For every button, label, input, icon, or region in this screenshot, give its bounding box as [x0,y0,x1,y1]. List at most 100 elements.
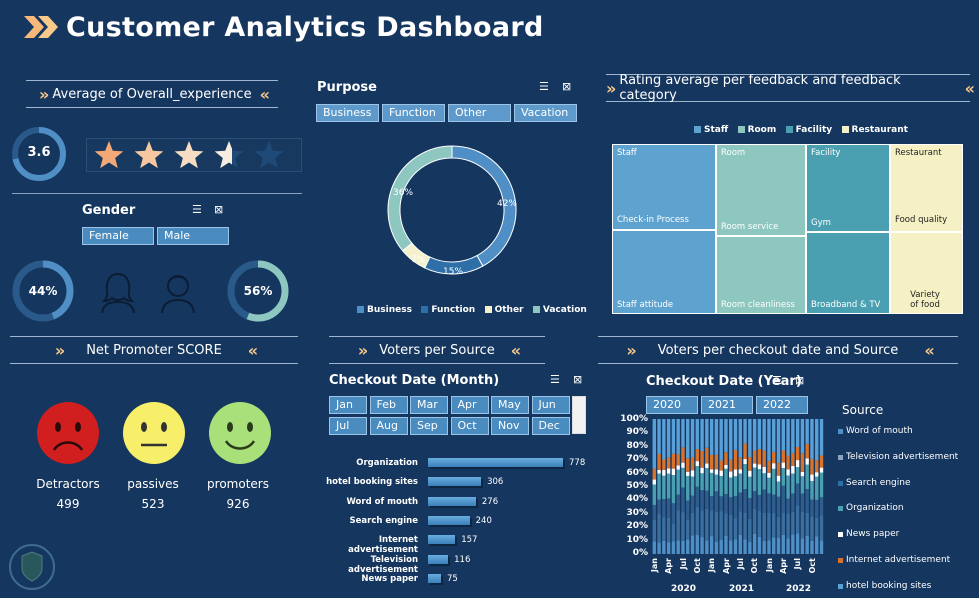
multi-select-icon[interactable]: ☰ [550,373,560,386]
rating-banner-label: Average of Overall_experience [52,86,252,102]
stacked-segment [652,519,656,542]
stacked-segment [767,493,771,513]
source-bar-label: hotel booking sites [326,477,418,488]
stacked-segment [666,419,671,458]
month-button-jun[interactable]: Jun [531,396,570,414]
gender-male-button[interactable]: Male [157,227,229,245]
stacked-segment [705,468,709,491]
source-legend-item: Search engine [846,477,911,488]
stacked-segment [676,540,680,554]
month-button-mar[interactable]: Mar [410,396,448,414]
stacked-segment [686,458,690,472]
treemap-staff-label: Staff [617,148,637,158]
stacked-percent-chart [652,419,824,558]
treemap-food-quality-label: Food quality [895,215,948,225]
stacked-segment [815,517,819,537]
stacked-segment [695,419,699,450]
source-bar-label: Organization [356,458,418,468]
stacked-segment [686,471,690,476]
clear-filter-icon[interactable]: ⊠ [573,373,583,386]
voters-source-banner-label: Voters per Source [379,342,495,358]
stacked-segment [752,533,757,554]
stacked-segment [662,419,666,460]
purpose-vacation-button[interactable]: Vacation [514,104,577,122]
treemap-broadband: Broadband & TV [806,232,890,314]
month-button-nov[interactable]: Nov [491,417,529,435]
stacked-segment [686,475,690,501]
stacked-segment [719,419,723,461]
stacked-segment [686,500,690,520]
month-button-may[interactable]: May [491,396,529,414]
female-user-icon [98,270,138,318]
stacked-segment [662,499,666,518]
purpose-other-button[interactable]: Other [448,104,511,122]
x-month-label: Apr [721,558,731,574]
stacked-segment [714,454,719,470]
star-icon [254,141,284,169]
treemap-restaurant-label: Restaurant [895,148,942,158]
stacked-segment [729,540,733,554]
gender-title: Gender [82,203,136,218]
month-button-oct[interactable]: Oct [450,417,489,435]
year-2022-button[interactable]: 2022 [756,396,808,414]
chevron-left-icon: « [510,340,522,360]
treemap-broadband-label: Broadband & TV [811,300,881,310]
source-legend-item: Organization [846,503,904,514]
stacked-segment [729,497,733,515]
stacked-segment [662,475,666,499]
month-button-aug[interactable]: Aug [369,417,408,435]
x-month-label: Apr [778,558,788,574]
stacked-segment [676,419,680,455]
chevron-left-icon: « [964,78,976,98]
stacked-segment [681,512,685,541]
source-legend-item: Word of mouth [846,426,913,436]
multi-select-icon[interactable]: ☰ [772,374,782,387]
passives-value: 523 [141,497,165,511]
rating-donut [10,125,68,187]
stacked-segment [752,419,757,451]
stacked-segment [719,496,723,512]
stacked-segment [767,540,771,554]
multi-select-icon[interactable]: ☰ [192,203,202,216]
source-bar-label: Word of mouth [346,496,418,507]
stacked-segment [700,419,704,452]
clear-filter-icon[interactable]: ⊠ [562,80,572,93]
month-button-sep[interactable]: Sep [410,417,448,435]
multi-select-icon[interactable]: ☰ [539,80,549,93]
x-month-label: Oct [692,558,702,574]
y-tick-label: 80% [626,440,648,451]
clear-filter-icon[interactable]: ⊠ [795,374,805,387]
stacked-segment [757,536,762,554]
clear-filter-icon[interactable]: ⊠ [214,203,224,216]
legend-swatch [838,480,843,486]
stacked-segment [786,419,790,456]
gender-female-button[interactable]: Female [82,227,154,245]
star-icon [134,141,164,169]
stacked-segment [666,473,671,499]
detractors-face-icon [35,400,101,470]
chevron-left-icon: « [259,84,271,104]
purpose-label-business: 42% [497,199,518,209]
year-2021-button[interactable]: 2021 [701,396,753,414]
stacked-segment [800,538,805,554]
year-2020-button[interactable]: 2020 [646,396,698,414]
stacked-segment [700,537,704,554]
month-button-apr[interactable]: Apr [450,396,489,414]
month-slicer-scrollbar[interactable] [572,396,586,434]
stacked-segment [724,513,728,536]
stacked-segment [733,469,738,477]
stacked-segment [690,476,695,496]
month-button-dec[interactable]: Dec [531,417,570,435]
month-button-feb[interactable]: Feb [369,396,408,414]
stacked-segment [671,523,676,542]
y-tick-label: 60% [626,467,648,478]
purpose-function-button[interactable]: Function [382,104,445,122]
stacked-segment [776,537,781,554]
month-button-jul[interactable]: Jul [329,417,367,435]
purpose-business-button[interactable]: Business [316,104,379,122]
stacked-segment [810,499,814,517]
month-button-jan[interactable]: Jan [329,396,367,414]
stacked-segment [748,518,752,542]
treemap-checkin-label: Check-in Process [617,215,689,225]
female-donut [10,258,76,328]
